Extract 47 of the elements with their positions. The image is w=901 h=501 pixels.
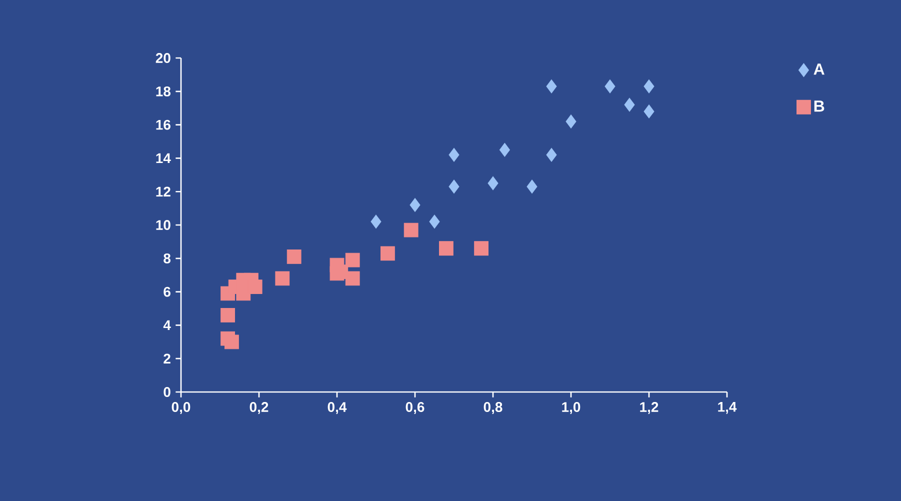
- legend-label: B: [814, 100, 824, 112]
- point: [499, 142, 510, 157]
- y-tick-label: 18: [156, 86, 171, 96]
- point: [286, 250, 302, 264]
- x-tick-label: 0,0: [172, 402, 190, 414]
- x-tick-label: 1,4: [718, 402, 737, 414]
- point: [370, 214, 382, 229]
- point: [546, 79, 557, 94]
- x-tick-label: 1,2: [640, 402, 658, 414]
- point: [345, 252, 360, 268]
- point: [380, 246, 395, 261]
- y-tick-label: 4: [163, 320, 171, 330]
- x-tick-label: 0,2: [250, 402, 268, 414]
- x-tick-label: 0,4: [328, 402, 347, 414]
- point: [644, 79, 654, 94]
- point: [448, 180, 460, 194]
- y-tick-label: 12: [156, 186, 170, 196]
- point: [488, 176, 498, 190]
- point: [236, 286, 251, 301]
- point: [624, 98, 635, 112]
- point: [546, 148, 557, 162]
- x-tick-label: 0,8: [484, 402, 502, 414]
- point: [474, 241, 488, 256]
- point: [604, 79, 616, 94]
- y-tick-label: 14: [156, 153, 171, 164]
- point: [345, 271, 360, 286]
- point: [526, 180, 538, 194]
- point: [439, 241, 454, 256]
- y-tick-label: 20: [156, 53, 170, 63]
- point: [644, 104, 654, 118]
- point: [566, 114, 576, 128]
- point: [404, 222, 418, 238]
- y-tick-label: 16: [156, 120, 170, 130]
- y-tick-label: 2: [164, 354, 170, 364]
- point: [448, 148, 460, 162]
- legend-label: A: [814, 64, 824, 75]
- y-tick-label: 10: [156, 220, 170, 230]
- y-tick-label: 6: [164, 286, 170, 297]
- y-tick-label: 0: [164, 387, 170, 397]
- y-tick-label: 8: [164, 253, 171, 264]
- point: [410, 198, 420, 212]
- x-tick-label: 1,0: [562, 402, 580, 414]
- point: [429, 214, 440, 229]
- point: [275, 271, 290, 286]
- point: [224, 334, 239, 350]
- x-tick-label: 0,6: [406, 402, 424, 414]
- point: [220, 308, 236, 322]
